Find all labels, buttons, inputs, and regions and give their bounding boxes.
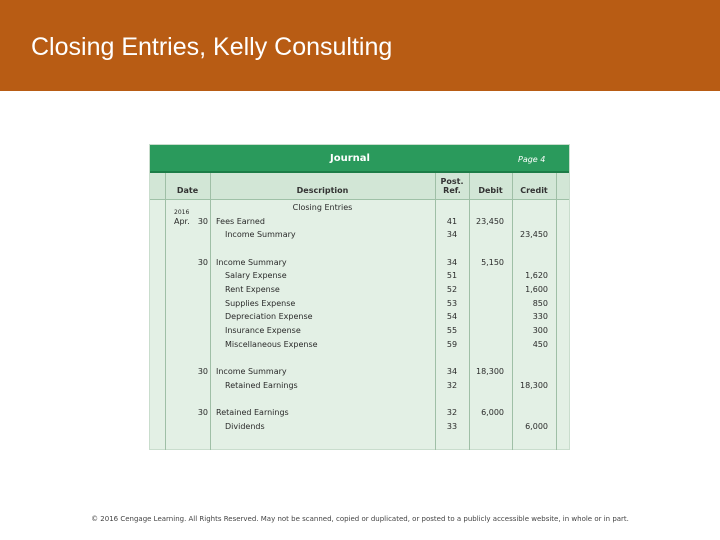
entry-post-ref: 52 bbox=[446, 285, 458, 294]
entry-credit: 18,300 bbox=[520, 381, 548, 390]
entry-credit: 23,450 bbox=[520, 230, 548, 239]
entry-post-ref: 34 bbox=[446, 258, 458, 267]
entry-debit: 18,300 bbox=[476, 367, 504, 376]
entry-description: Depreciation Expense bbox=[225, 312, 313, 321]
col-post-ref-line2: Ref. bbox=[443, 186, 461, 195]
entry-description: Dividends bbox=[225, 422, 265, 431]
entry-credit: 1,620 bbox=[525, 271, 548, 280]
entry-debit: 5,150 bbox=[481, 258, 504, 267]
entry-description: Retained Earnings bbox=[216, 408, 289, 417]
rule-credit bbox=[556, 173, 557, 450]
title-bar: Closing Entries, Kelly Consulting bbox=[0, 0, 720, 91]
col-debit: Debit bbox=[478, 186, 503, 195]
entry-year: 2016 bbox=[174, 209, 190, 216]
entry-description: Rent Expense bbox=[225, 285, 280, 294]
entry-post-ref: 54 bbox=[446, 312, 458, 321]
entry-post-ref: 34 bbox=[446, 230, 458, 239]
entry-description: Miscellaneous Expense bbox=[225, 340, 318, 349]
entry-credit: 1,600 bbox=[525, 285, 548, 294]
journal-table: Journal Page 4 Date Description Post. Re… bbox=[149, 144, 570, 450]
rule-description bbox=[435, 173, 436, 450]
col-description: Description bbox=[296, 186, 349, 195]
entry-post-ref: 51 bbox=[446, 271, 458, 280]
entry-description: Income Summary bbox=[216, 367, 287, 376]
col-post-ref-line1: Post. bbox=[440, 177, 464, 186]
entry-description: Fees Earned bbox=[216, 217, 265, 226]
entry-post-ref: 34 bbox=[446, 367, 458, 376]
entry-description: Supplies Expense bbox=[225, 299, 296, 308]
entry-credit: 6,000 bbox=[525, 422, 548, 431]
entry-post-ref: 55 bbox=[446, 326, 458, 335]
entry-description: Income Summary bbox=[225, 230, 296, 239]
rule-left bbox=[165, 173, 166, 450]
rule-date bbox=[210, 173, 211, 450]
entry-post-ref: 32 bbox=[446, 408, 458, 417]
column-headers: Date Description Post. Ref. Debit Credit bbox=[150, 173, 569, 200]
entry-post-ref: 33 bbox=[446, 422, 458, 431]
entry-post-ref: 41 bbox=[446, 217, 458, 226]
entry-day: 30 bbox=[197, 217, 208, 226]
entry-month: Apr. bbox=[174, 217, 190, 226]
entry-credit: 330 bbox=[532, 312, 548, 321]
page-label: Page 4 bbox=[518, 155, 546, 164]
col-date: Date bbox=[176, 186, 199, 195]
entry-description: Salary Expense bbox=[225, 271, 287, 280]
journal-header: Journal Page 4 bbox=[150, 145, 569, 173]
heading-note: Closing Entries bbox=[292, 203, 353, 212]
entry-credit: 450 bbox=[532, 340, 548, 349]
entry-description: Retained Earnings bbox=[225, 381, 298, 390]
entry-credit: 850 bbox=[532, 299, 548, 308]
entry-debit: 6,000 bbox=[481, 408, 504, 417]
entry-post-ref: 59 bbox=[446, 340, 458, 349]
rule-debit bbox=[512, 173, 513, 450]
entry-post-ref: 32 bbox=[446, 381, 458, 390]
entry-day: 30 bbox=[197, 258, 208, 267]
entry-credit: 300 bbox=[532, 326, 548, 335]
rule-post-ref bbox=[469, 173, 470, 450]
entry-debit: 23,450 bbox=[476, 217, 504, 226]
entry-description: Income Summary bbox=[216, 258, 287, 267]
journal-title: Journal bbox=[330, 153, 370, 164]
col-credit: Credit bbox=[520, 186, 548, 195]
entry-day: 30 bbox=[197, 408, 208, 417]
slide-title: Closing Entries, Kelly Consulting bbox=[31, 33, 393, 61]
entry-day: 30 bbox=[197, 367, 208, 376]
copyright-footer: © 2016 Cengage Learning. All Rights Rese… bbox=[91, 515, 629, 523]
entry-post-ref: 53 bbox=[446, 299, 458, 308]
entry-description: Insurance Expense bbox=[225, 326, 301, 335]
